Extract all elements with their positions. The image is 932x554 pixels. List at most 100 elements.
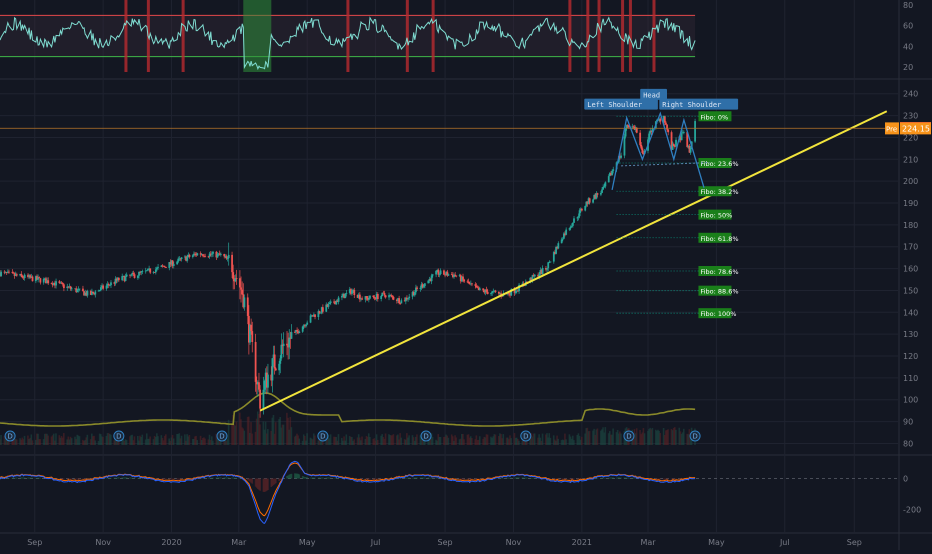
candle-body xyxy=(267,375,269,388)
fibo-label: Fibo: 88.6% xyxy=(700,288,738,296)
candle-body xyxy=(600,193,602,195)
volume-bar xyxy=(338,434,340,445)
candle-body xyxy=(351,290,353,293)
candle-body xyxy=(329,303,331,304)
pattern-label: Left Shoulder xyxy=(587,101,642,109)
candle-body xyxy=(694,121,696,142)
dividend-marker-label: D xyxy=(219,433,224,441)
macd-histogram-bar xyxy=(118,477,120,478)
volume-bar xyxy=(502,434,504,445)
rsi-tick-label: 80 xyxy=(903,1,913,10)
macd-histogram-bar xyxy=(510,478,512,479)
candle-body xyxy=(667,130,669,133)
volume-bar xyxy=(604,427,606,445)
candle-body xyxy=(550,262,552,263)
macd-histogram-bar xyxy=(597,478,599,479)
macd-histogram-bar xyxy=(565,479,567,480)
fibo-label: Fibo: 38.2% xyxy=(700,188,738,196)
x-tick-label: May xyxy=(708,538,725,547)
volume-bar xyxy=(385,434,387,445)
rsi-overbought-marker xyxy=(652,0,655,72)
macd-histogram-bar xyxy=(605,478,607,479)
volume-bar xyxy=(683,429,685,445)
candle-body xyxy=(601,189,603,192)
candle-body xyxy=(690,148,692,153)
candle-body xyxy=(328,304,330,307)
price-tick-label: 220 xyxy=(903,133,918,142)
candle-body xyxy=(133,273,135,274)
candle-body xyxy=(251,331,253,342)
candle-body xyxy=(62,283,64,284)
rsi-overbought-marker xyxy=(406,0,409,72)
candle-body xyxy=(32,277,34,282)
candle-body xyxy=(259,390,261,409)
volume-bar xyxy=(652,428,654,445)
volume-bar xyxy=(267,429,269,445)
candle-body xyxy=(542,268,544,274)
candle-body xyxy=(432,274,434,275)
volume-bar xyxy=(165,434,167,445)
candle-body xyxy=(63,284,65,288)
candle-body xyxy=(55,281,57,285)
pre-tag: Pre xyxy=(886,125,897,133)
price-tick-label: 190 xyxy=(903,199,918,208)
volume-bar xyxy=(667,429,669,445)
fibo-label: Fibo: 23.6% xyxy=(700,160,738,168)
volume-bar xyxy=(306,433,308,445)
candle-body xyxy=(283,344,285,346)
candle-body xyxy=(189,255,191,257)
volume-bar xyxy=(110,435,112,445)
volume-bar xyxy=(71,438,73,445)
macd-histogram-bar xyxy=(322,478,324,479)
volume-bar xyxy=(102,437,104,445)
x-tick-label: Sep xyxy=(847,538,862,547)
macd-histogram-bar xyxy=(291,474,293,479)
pre-price-label: 224.15 xyxy=(902,124,930,133)
candle-body xyxy=(602,187,604,190)
candle-body xyxy=(495,291,497,292)
volume-bar xyxy=(212,441,214,445)
candle-body xyxy=(385,295,387,297)
candle-body xyxy=(377,294,379,299)
macd-histogram-bar xyxy=(267,479,269,490)
macd-histogram-bar xyxy=(8,478,10,479)
macd-signal-line xyxy=(0,463,695,516)
candle-body xyxy=(157,267,159,268)
candle-body xyxy=(361,298,363,299)
candle-body xyxy=(620,156,622,158)
candle-body xyxy=(454,275,456,276)
price-tick-label: 80 xyxy=(903,439,913,448)
x-tick-label: Nov xyxy=(95,538,111,547)
price-tick-label: 180 xyxy=(903,221,918,230)
dividend-marker-label: D xyxy=(423,433,428,441)
macd-histogram-bar xyxy=(408,478,410,479)
candle-body xyxy=(341,296,343,298)
macd-histogram-bar xyxy=(79,479,81,480)
macd-histogram-bar xyxy=(424,478,426,479)
rsi-overbought-marker xyxy=(586,0,589,72)
candle-body xyxy=(372,296,374,297)
volume-bar xyxy=(534,433,536,445)
candle-body xyxy=(255,342,257,382)
macd-histogram-bar xyxy=(40,478,42,479)
candle-body xyxy=(576,217,578,218)
candle-body xyxy=(435,271,437,275)
candle-body xyxy=(508,293,510,294)
rsi-overbought-marker xyxy=(182,0,185,72)
candle-body xyxy=(134,274,136,278)
candle-body xyxy=(156,268,158,270)
candle-body xyxy=(479,288,481,290)
macd-histogram-bar xyxy=(24,477,26,478)
candle-body xyxy=(82,289,84,292)
macd-histogram-bar xyxy=(314,478,316,479)
candle-body xyxy=(314,314,316,317)
candle-body xyxy=(400,300,402,303)
candle-body xyxy=(130,275,132,276)
volume-bar xyxy=(298,439,300,445)
candle-body xyxy=(176,262,178,265)
macd-tick-label: -200 xyxy=(903,505,921,514)
volume-bar xyxy=(479,436,481,445)
macd-histogram-bar xyxy=(534,478,536,479)
